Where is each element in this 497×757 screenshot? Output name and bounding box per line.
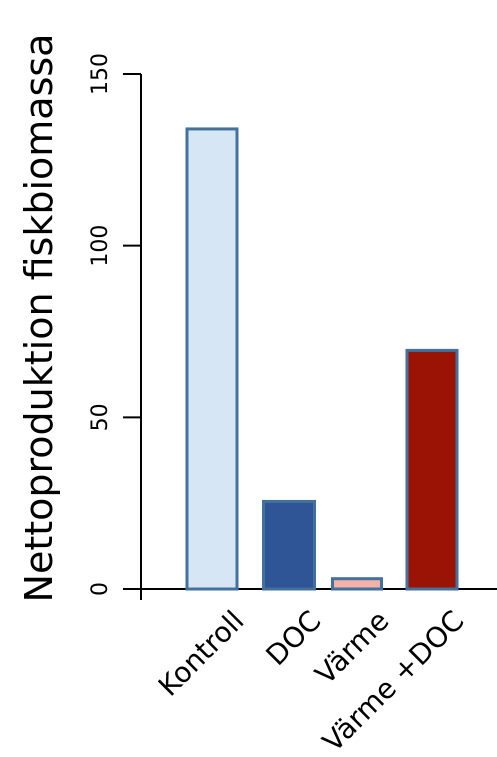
y-tick-label: 50 [88,403,113,431]
y-axis-label: Nettoproduktion fiskbiomassa [17,34,61,603]
bar-värme [331,577,383,591]
y-ticks: 0 50 100 150 [88,53,141,596]
bar-doc [262,499,316,591]
y-tick-label: 100 [88,225,113,267]
y-tick-label: 0 [88,582,113,596]
y-tick-label: 150 [88,53,113,95]
bar-värme-doc [405,348,459,591]
bar-kontroll [185,127,239,591]
bars [185,127,459,591]
x-category-label: Kontroll [152,604,251,703]
